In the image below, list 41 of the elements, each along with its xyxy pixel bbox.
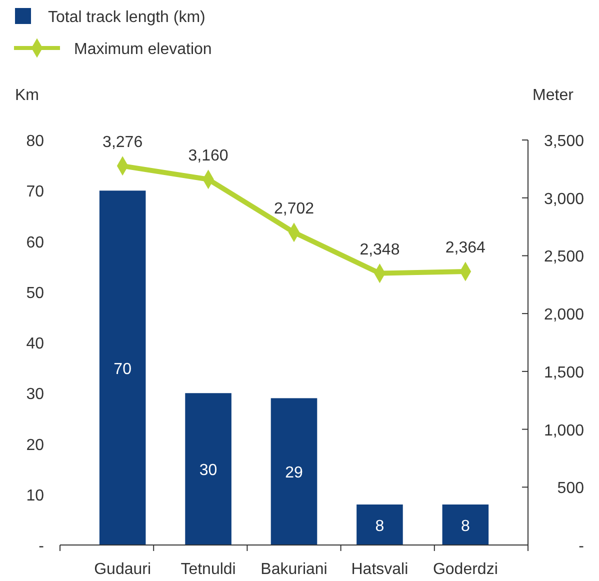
data-label: 2,364 xyxy=(445,239,486,256)
bar xyxy=(99,190,146,545)
x-tick-label: Gudauri xyxy=(94,561,152,578)
y-tick-label: 80 xyxy=(26,133,44,150)
x-tick-label: Bakuriani xyxy=(260,561,328,578)
data-label: 8 xyxy=(460,518,470,535)
data-label: 30 xyxy=(199,462,218,480)
y-axis-title: Km xyxy=(15,87,39,104)
data-label: 2,348 xyxy=(360,241,400,258)
legend-label: Total track length (km) xyxy=(48,9,206,26)
data-label: 70 xyxy=(114,360,132,378)
x-tick-label: Tetnuldi xyxy=(180,561,236,578)
y2-tick-label: 500 xyxy=(557,480,584,498)
y-tick-label: - xyxy=(38,538,44,555)
y2-tick-label: - xyxy=(578,538,584,555)
bar xyxy=(356,504,403,545)
y-tick-label: 60 xyxy=(26,234,44,252)
x-tick-label: Goderdzi xyxy=(432,561,498,578)
y2-tick-label: 3,500 xyxy=(544,133,584,150)
bar xyxy=(185,393,232,545)
data-label: 3,276 xyxy=(102,134,143,151)
bar xyxy=(442,504,489,545)
legend-label: Maximum elevation xyxy=(74,41,212,58)
y-tick-label: 30 xyxy=(26,386,44,404)
y2-tick-label: 1,500 xyxy=(544,364,584,382)
bar xyxy=(270,398,318,545)
y-tick-label: 20 xyxy=(26,436,44,454)
y2-tick-label: 2,500 xyxy=(544,248,584,266)
y-tick-label: 70 xyxy=(26,184,44,201)
y2-tick-label: 3,000 xyxy=(544,190,584,208)
x-tick-label: Hatsvali xyxy=(351,561,408,578)
y-tick-label: 10 xyxy=(26,487,44,504)
y2-tick-label: 1,000 xyxy=(544,422,584,440)
y-tick-label: 40 xyxy=(26,336,44,352)
y2-axis-title: Meter xyxy=(532,87,574,104)
y-tick-label: 50 xyxy=(26,284,44,302)
data-label: 8 xyxy=(375,518,384,535)
data-label: 2,702 xyxy=(274,200,314,218)
data-label: 3,160 xyxy=(188,147,228,164)
y2-tick-label: 2,000 xyxy=(544,306,584,324)
data-label: 29 xyxy=(285,464,303,482)
